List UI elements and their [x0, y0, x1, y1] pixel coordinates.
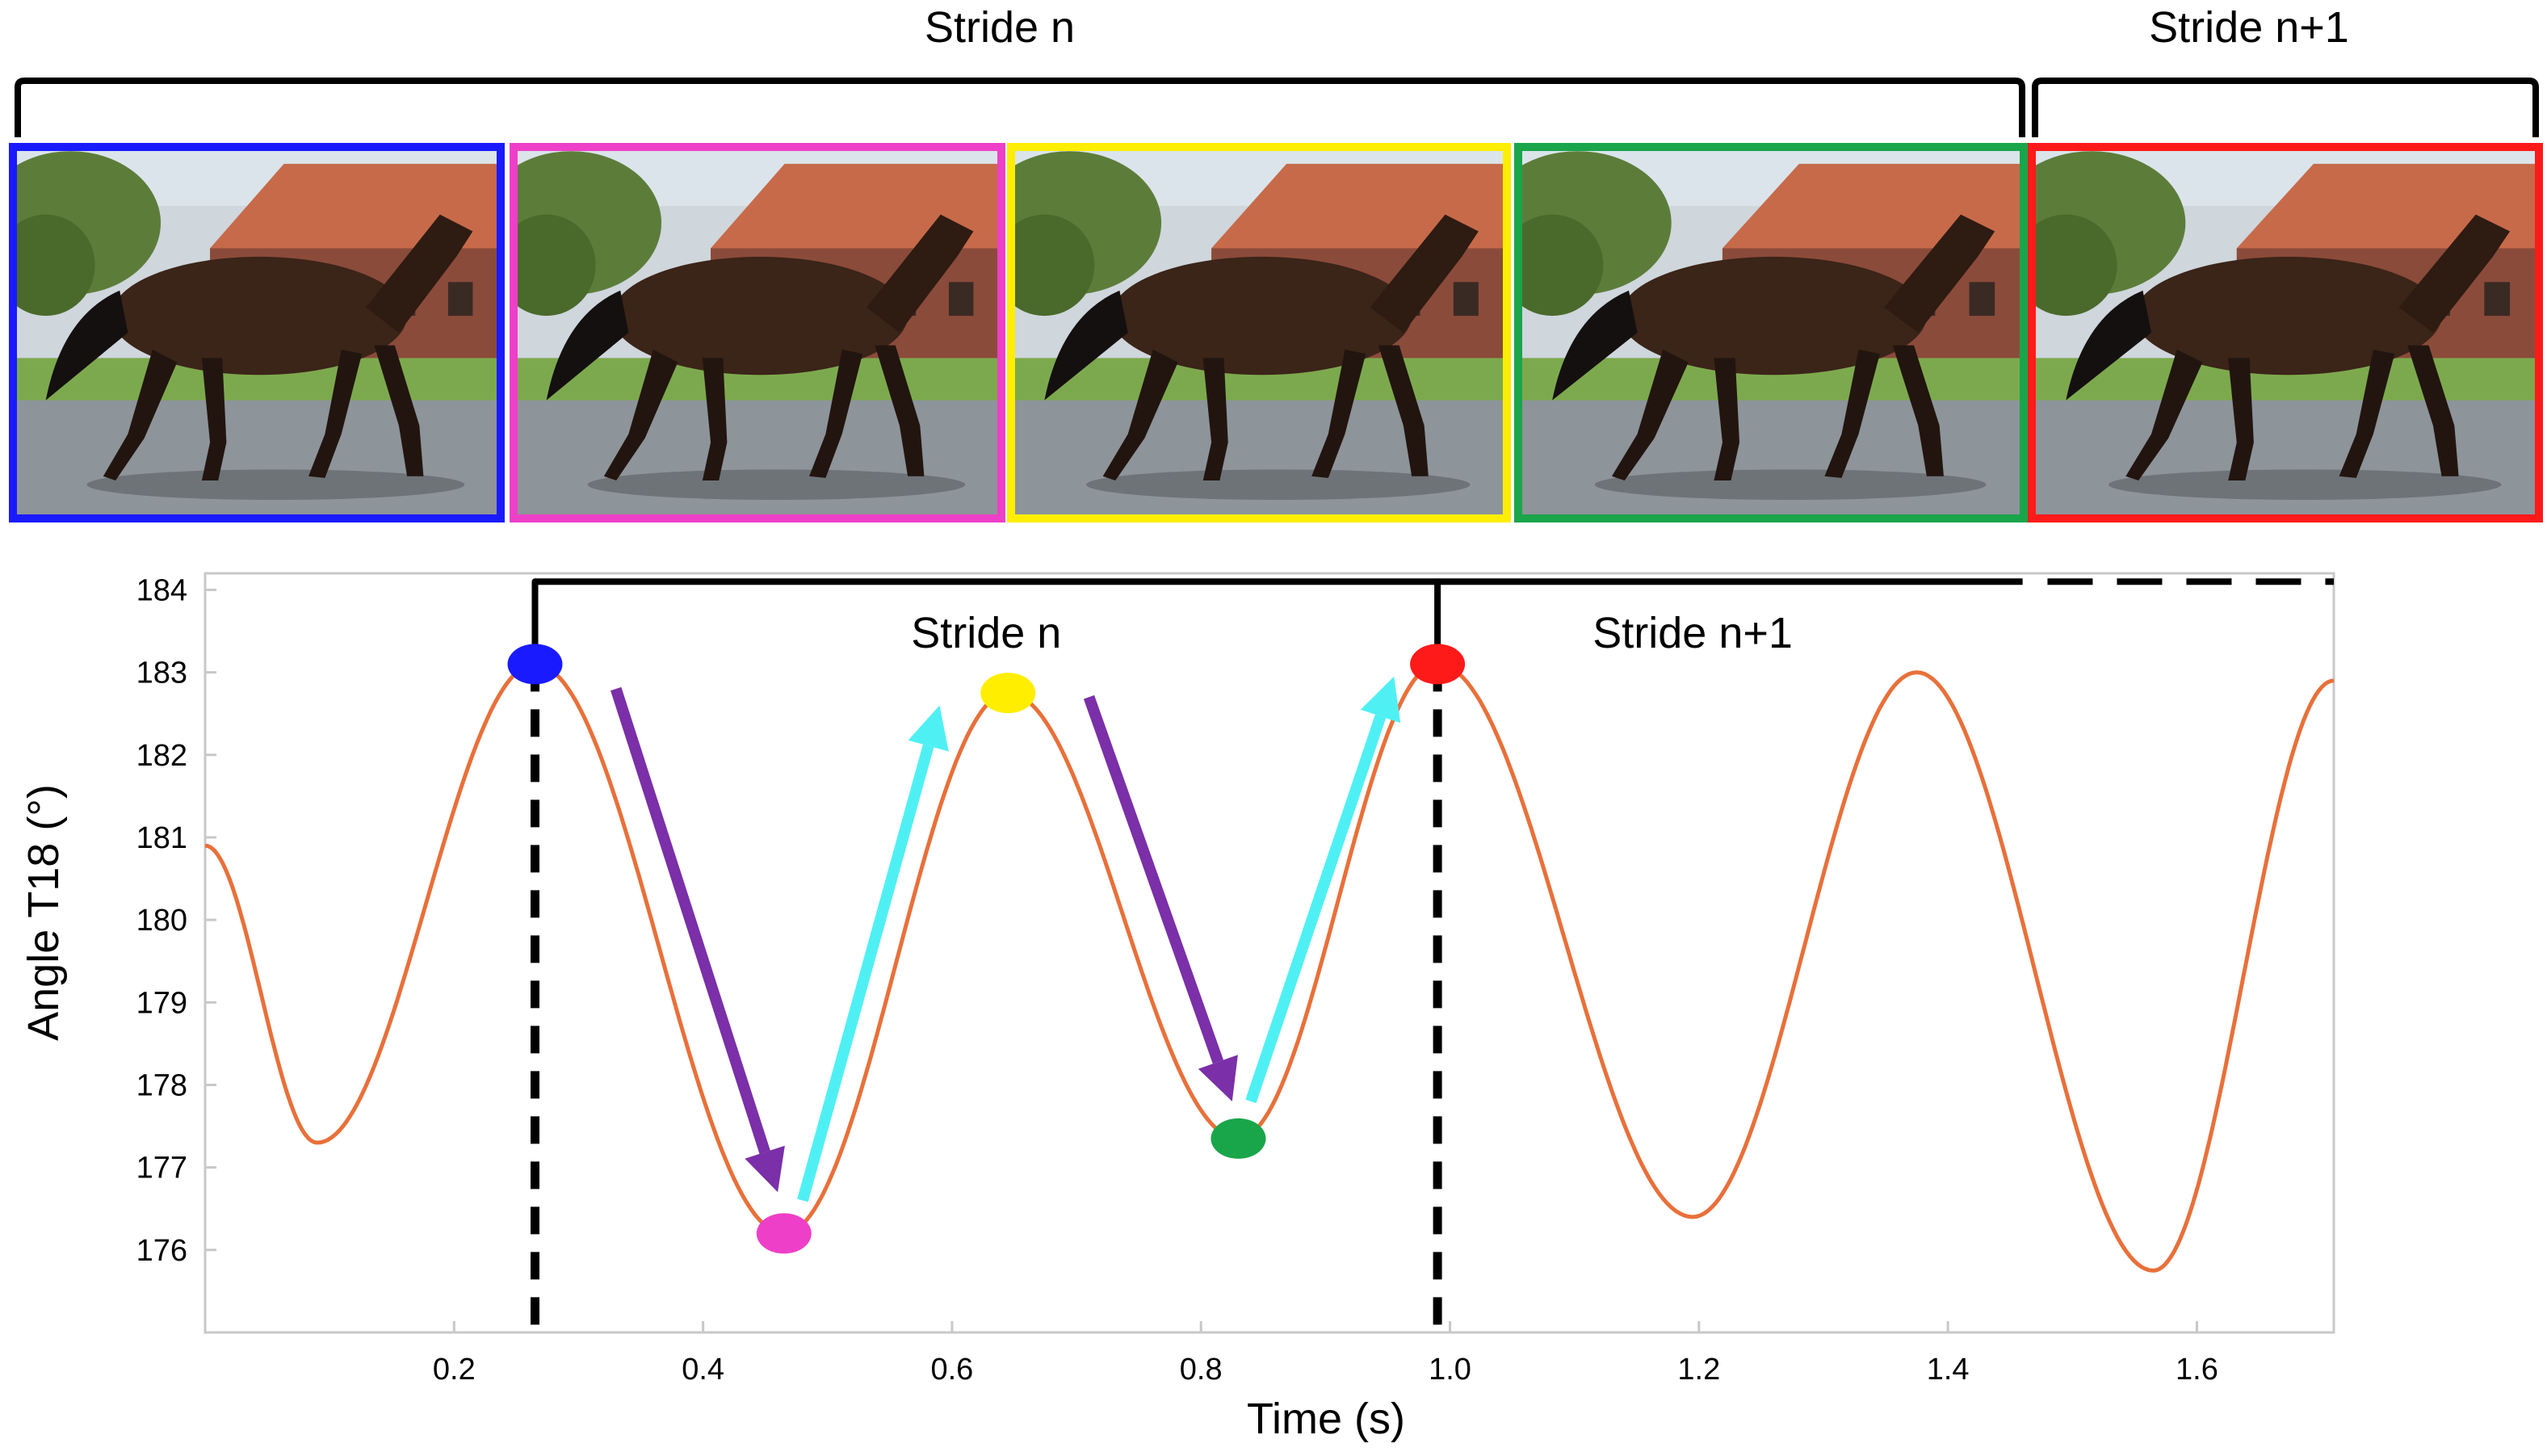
x-tick-label: 0.2 — [433, 1353, 476, 1387]
ascent-arrow-head — [908, 705, 949, 752]
x-tick-label: 0.6 — [930, 1353, 973, 1387]
y-tick-label: 181 — [136, 821, 187, 855]
top-stride-n1-label: Stride n+1 — [2149, 3, 2349, 52]
x-axis-label: Time (s) — [1247, 1395, 1405, 1443]
photo-frame-5-border — [2028, 143, 2543, 522]
x-tick-label: 1.0 — [1429, 1353, 1471, 1387]
bracket-stride-n — [531, 578, 1441, 652]
event-marker — [980, 673, 1036, 714]
top-bracket-stride-n — [15, 78, 2025, 137]
ascent-arrow — [797, 744, 934, 1202]
descent-arrow — [611, 686, 770, 1154]
plot-area — [204, 572, 2335, 1334]
y-tick-label: 184 — [136, 573, 187, 607]
x-tick-label: 1.4 — [1927, 1353, 1970, 1387]
phase-arrows — [611, 676, 1401, 1202]
chart-stride-n1-label: Stride n+1 — [1592, 609, 1793, 657]
y-tick-label: 179 — [136, 986, 187, 1020]
y-axis: 176 177 178 179 180 181 182 183 184 — [136, 573, 216, 1268]
photo-frame-1-border — [9, 143, 505, 522]
photo-frame-4-border — [1514, 143, 2028, 522]
y-tick-label: 177 — [136, 1152, 187, 1185]
photo-frame-3 — [1007, 143, 1511, 522]
photo-frame-2 — [510, 143, 1005, 522]
top-bracket-stride-n1 — [2032, 78, 2539, 137]
ascent-arrow-head — [1360, 676, 1401, 724]
y-axis-label: Angle T18 (°) — [19, 784, 68, 1041]
y-tick-label: 183 — [136, 657, 187, 690]
event-marker — [507, 644, 563, 685]
x-tick-label: 1.6 — [2176, 1353, 2218, 1387]
y-tick-label: 178 — [136, 1068, 187, 1102]
stride-boundaries — [531, 664, 1442, 1339]
chart-stride-brackets: Stride n Stride n+1 — [531, 578, 2334, 657]
event-marker — [1211, 1118, 1266, 1159]
angle-chart: 176 177 178 179 180 181 182 183 184 0.2 0.4 0.6 0.8… — [19, 572, 2335, 1443]
descent-arrow-head — [1198, 1055, 1238, 1101]
photo-frame-3-border — [1007, 143, 1511, 522]
photo-frame-5 — [2028, 143, 2543, 522]
descent-arrow — [1083, 694, 1223, 1064]
y-tick-label: 180 — [136, 904, 187, 938]
descent-arrow-head — [745, 1145, 785, 1193]
photo-strip — [9, 143, 2543, 522]
x-tick-label: 0.4 — [682, 1353, 724, 1387]
photo-frame-1 — [9, 143, 505, 522]
y-tick-label: 182 — [136, 739, 187, 773]
top-stride-n-label: Stride n — [925, 3, 1075, 52]
photo-frame-2-border — [510, 143, 1005, 522]
ascent-arrow — [1245, 714, 1387, 1104]
event-marker — [756, 1213, 812, 1254]
x-tick-label: 1.2 — [1677, 1353, 1720, 1387]
x-axis: 0.2 0.4 0.6 0.8 1.0 1.2 1.4 1.6 — [433, 1321, 2218, 1387]
photo-frame-4 — [1514, 143, 2028, 522]
y-tick-label: 176 — [136, 1234, 187, 1268]
event-marker — [1410, 644, 1466, 685]
chart-stride-n-label: Stride n — [911, 609, 1061, 657]
event-markers — [507, 644, 1466, 1254]
top-stride-banner: Stride n Stride n+1 — [15, 3, 2539, 137]
x-tick-label: 0.8 — [1180, 1353, 1223, 1387]
